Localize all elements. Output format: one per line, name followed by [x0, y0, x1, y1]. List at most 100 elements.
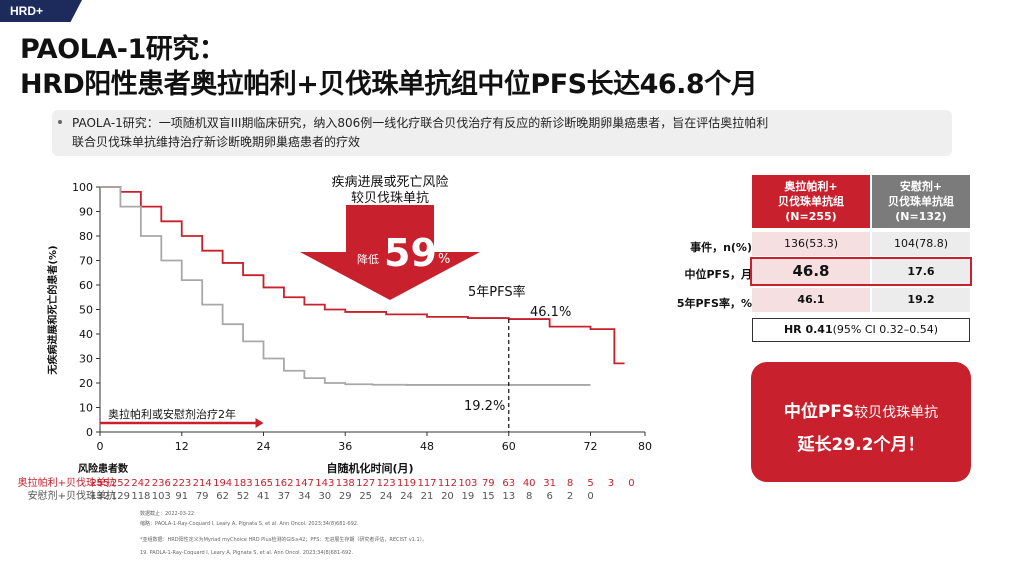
- risk-count: 0: [587, 491, 593, 502]
- intro-line-2: 联合贝伐珠单抗维持治疗新诊断晚期卵巢癌患者的疗效: [72, 135, 361, 149]
- footnote-1: 数据截止：2022-03-22: [140, 511, 195, 517]
- row-label-events: 事件，n(%): [690, 241, 752, 254]
- risk-count: 34: [298, 491, 311, 502]
- x-axis-label: 自随机化时间(月): [326, 461, 413, 475]
- study-intro: PAOLA-1研究：一项随机双盲III期临床研究，纳入806例一线化疗联合贝伐治…: [52, 110, 952, 156]
- risk-count: 52: [237, 491, 250, 502]
- risk-count: 63: [502, 478, 515, 489]
- hazard-ratio: HR 0.41(95% CI 0.32–0.54): [752, 318, 970, 342]
- risk-count: 252: [111, 478, 130, 489]
- risk-count: 112: [438, 478, 457, 489]
- intro-line-1: PAOLA-1研究：一项随机双盲III期临床研究，纳入806例一线化疗联合贝伐治…: [72, 116, 769, 130]
- median-pfs-highlight: [750, 257, 972, 286]
- cell-pla-median-pfs: 17.6: [872, 258, 970, 285]
- section-tag: HRD+: [0, 0, 82, 22]
- y-tick-label: 10: [79, 402, 93, 415]
- hr-value: HR 0.41: [783, 323, 833, 336]
- y-axis-label: 无疾病进展和死亡的患者(%): [46, 245, 59, 375]
- title-line-1: PAOLA-1研究：: [20, 34, 226, 65]
- risk-count: 5: [587, 478, 593, 489]
- x-tick-label: 0: [97, 440, 104, 453]
- bullet-icon: [58, 120, 62, 124]
- risk-count: 19: [462, 491, 475, 502]
- y-tick-label: 0: [86, 426, 93, 439]
- cell-ola-5y-pfs: 46.1: [752, 288, 870, 312]
- hr-ci: (95% CI 0.32–0.54): [832, 323, 939, 336]
- y-tick-label: 40: [79, 328, 93, 341]
- km-curves: [100, 186, 625, 386]
- footnote-3: *亚组数据：HRD阳性定义为Myriad myChoice HRD Plus检测…: [140, 537, 428, 543]
- cell-pla-events: 104(78.8): [872, 232, 970, 256]
- risk-count: 123: [377, 478, 396, 489]
- risk-count: 0: [628, 478, 634, 489]
- risk-count: 117: [417, 478, 436, 489]
- x-tick-label: 12: [175, 440, 189, 453]
- arrow-prefix: 降低: [357, 252, 379, 266]
- risk-count: 24: [400, 491, 413, 502]
- cell-pla-5y-pfs: 19.2: [872, 288, 970, 312]
- placebo-5y-value: 19.2%: [464, 399, 505, 414]
- x-tick-label: 36: [338, 440, 352, 453]
- risk-row-olaparib-label: 奥拉帕利+贝伐珠单抗: [18, 476, 116, 489]
- risk-count: 127: [356, 478, 375, 489]
- x-tick-label: 80: [638, 440, 652, 453]
- arrow-unit: %: [438, 252, 450, 267]
- risk-count: 62: [216, 491, 229, 502]
- risk-count: 40: [523, 478, 536, 489]
- footnote-4: 19. PAOLA-1-Ray-Coquard I, Leary A, Pign…: [140, 550, 354, 556]
- risk-count: 236: [152, 478, 171, 489]
- risk-row-placebo-label: 安慰剂+贝伐珠单抗: [28, 489, 116, 502]
- risk-count: 31: [543, 478, 556, 489]
- risk-count: 6: [546, 491, 552, 502]
- risk-count: 183: [234, 478, 253, 489]
- risk-count: 41: [257, 491, 270, 502]
- risk-count: 3: [608, 478, 614, 489]
- risk-count: 8: [526, 491, 532, 502]
- risk-count: 223: [172, 478, 191, 489]
- callout-small: 较贝伐珠单抗: [854, 405, 939, 421]
- risk-count: 29: [339, 491, 352, 502]
- risk-count: 242: [131, 478, 150, 489]
- risk-count: 15: [482, 491, 495, 502]
- x-tick-label: 24: [257, 440, 271, 453]
- risk-count: 21: [421, 491, 434, 502]
- risk-count: 13: [502, 491, 515, 502]
- risk-count: 147: [295, 478, 314, 489]
- risk-count: 79: [196, 491, 209, 502]
- risk-count: 143: [315, 478, 334, 489]
- risk-count: 162: [274, 478, 293, 489]
- curve-olaparib: [100, 186, 625, 365]
- row-label-5y-pfs: 5年PFS率，%: [676, 297, 752, 310]
- title-line-2: HRD阳性患者奥拉帕利+贝伐珠单抗组中位PFS长达46.8个月: [20, 69, 758, 100]
- treatment-arrowhead: [255, 418, 264, 428]
- curve-placebo: [100, 186, 591, 386]
- risk-reduction-arrow: [300, 205, 480, 300]
- risk-count: 37: [278, 491, 291, 502]
- y-tick-label: 70: [79, 255, 93, 268]
- header-placebo: 安慰剂+ 贝伐珠单抗组 (N=132): [872, 175, 970, 228]
- y-tick-label: 60: [79, 279, 93, 292]
- chart-annotations: 5年PFS率 46.1% 19.2% 奥拉帕利或安慰剂治疗2年: [100, 284, 571, 432]
- row-label-median-pfs: 中位PFS，月: [684, 268, 753, 281]
- risk-count: 255: [90, 478, 109, 489]
- risk-count: 91: [175, 491, 188, 502]
- risk-count: 132: [90, 491, 109, 502]
- risk-count: 129: [111, 491, 130, 502]
- x-tick-label: 72: [584, 440, 598, 453]
- arrow-value: 59: [384, 231, 437, 275]
- risk-count: 103: [152, 491, 171, 502]
- risk-count: 118: [131, 491, 150, 502]
- risk-count: 8: [567, 478, 573, 489]
- risk-count: 2: [567, 491, 573, 502]
- cell-ola-events: 136(53.3): [752, 232, 870, 256]
- y-tick-label: 30: [79, 353, 93, 366]
- callout-line-2: 延长29.2个月！: [797, 435, 925, 455]
- median-pfs-callout: 中位PFS较贝伐珠单抗 延长29.2个月！: [751, 362, 971, 482]
- risk-count: 138: [336, 478, 355, 489]
- chart-axes: 0 10 20 30 40 50 60 70 80 90 100 0 12 24 36 48 60 72 80 无疾病…: [46, 181, 652, 475]
- y-tick-label: 20: [79, 377, 93, 390]
- risk-count: 79: [482, 478, 495, 489]
- risk-count: 24: [380, 491, 393, 502]
- header-olaparib: 奥拉帕利+ 贝伐珠单抗组 (N=255): [752, 175, 870, 228]
